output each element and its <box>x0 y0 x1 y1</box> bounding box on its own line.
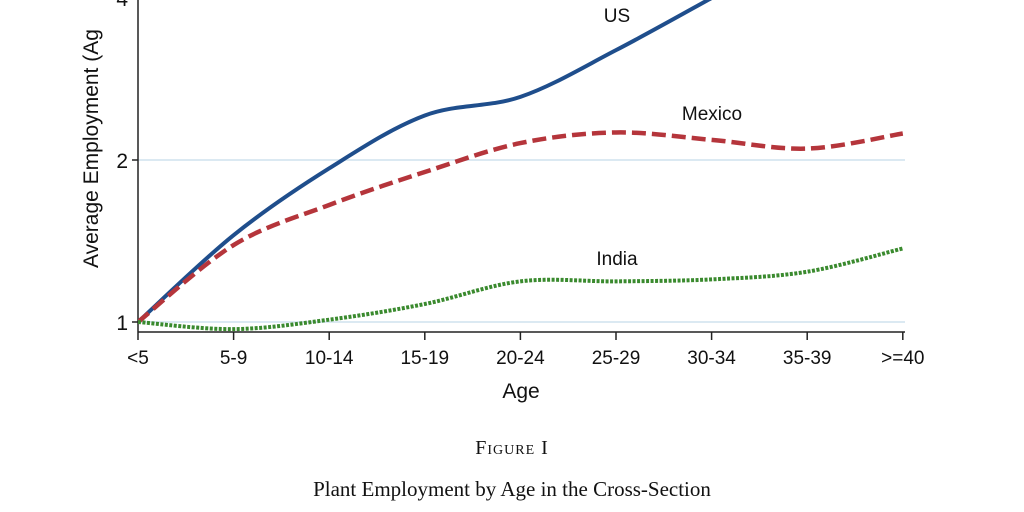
x-tick-label: <5 <box>127 348 149 369</box>
figure-label: Figure I <box>475 437 549 459</box>
x-tick-label: >=40 <box>881 348 924 369</box>
x-tick-label: 5-9 <box>220 348 247 369</box>
x-tick-label: 10-14 <box>305 348 354 369</box>
x-tick-label: 20-24 <box>496 348 545 369</box>
y-tick-label: 1 <box>116 312 128 335</box>
series-label-mexico: Mexico <box>682 104 742 125</box>
x-tick-label: 15-19 <box>400 348 449 369</box>
series-label-us: US <box>604 6 630 27</box>
line-chart: 1 2 4 <5 5-9 10-14 15-19 20-24 25-29 30-34 35-39 >=… <box>80 0 924 403</box>
series-line-india <box>138 246 904 332</box>
y-tick-label: 4 <box>116 0 128 11</box>
x-tick-label: 30-34 <box>687 348 736 369</box>
series-line-mexico <box>138 130 904 324</box>
series-label-india: India <box>596 249 638 270</box>
y-tick-label: 2 <box>116 150 128 173</box>
x-tick-label: 25-29 <box>592 348 641 369</box>
x-axis-label: Age <box>502 380 539 403</box>
y-axis-label: Average Employment (Ag <box>80 29 103 268</box>
figure-title: Plant Employment by Age in the Cross-Sec… <box>313 477 711 501</box>
x-tick-label: 35-39 <box>783 348 832 369</box>
